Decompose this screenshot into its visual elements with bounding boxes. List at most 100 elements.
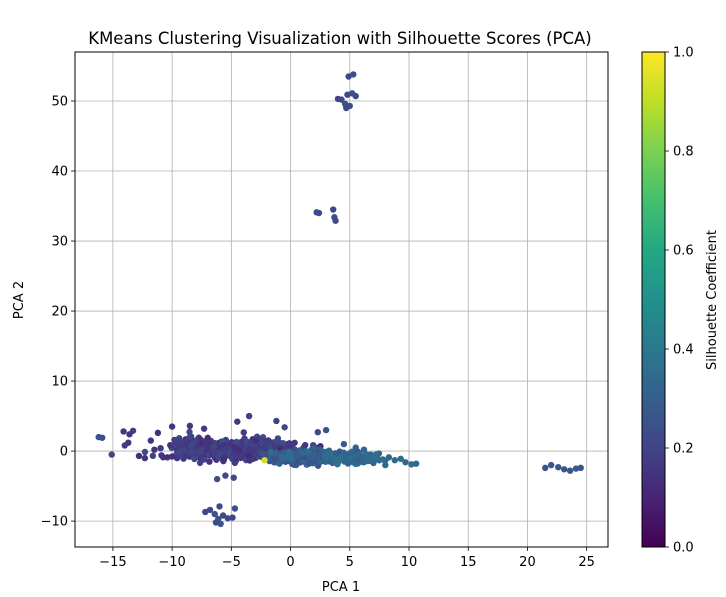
grid [75, 52, 608, 547]
scatter-point [350, 71, 357, 78]
scatter-point [382, 461, 389, 469]
scatter-point [370, 459, 377, 467]
scatter-point [240, 429, 247, 436]
scatter-point [343, 104, 350, 112]
scatter-point [276, 460, 283, 467]
x-tick-label: 10 [401, 555, 418, 570]
colorbar-tick-label: 1.0 [673, 46, 694, 61]
scatter-point [340, 440, 348, 448]
scatter-point [219, 512, 227, 519]
y-tick-label: 30 [51, 235, 68, 250]
scatter-point [402, 459, 409, 466]
scatter-point [379, 456, 387, 463]
scatter-point [141, 448, 149, 456]
y-tick-label: 10 [51, 375, 68, 390]
scatter-point [261, 445, 269, 452]
scatter-point [315, 209, 323, 217]
colorbar-axis: 0.0 0.2 0.4 0.6 0.8 1.0 [665, 46, 694, 556]
x-tick-label: 5 [346, 555, 354, 570]
scatter-point [281, 424, 288, 431]
scatter-point [244, 446, 252, 454]
scatter-point [322, 426, 330, 434]
scatter-point [348, 90, 356, 97]
scatter-point [560, 466, 568, 473]
scatter-point [261, 456, 268, 464]
scatter-point [372, 451, 380, 458]
scatter-point [279, 439, 287, 447]
scatter-point [186, 422, 194, 430]
x-tick-label: −15 [99, 555, 126, 570]
scatter-point [200, 456, 207, 463]
scatter-point [215, 443, 222, 450]
scatter-point [189, 440, 197, 448]
plot-frame [74, 51, 609, 548]
scatter-point [171, 441, 178, 449]
scatter-point [212, 519, 220, 526]
scatter-point [555, 463, 562, 471]
colorbar-tick-label: 0.2 [673, 442, 694, 457]
scatter-points [95, 71, 584, 528]
scatter-point [238, 441, 245, 449]
x-tick-label: −10 [158, 555, 185, 570]
colorbar-label: Silhouette Coefficient [705, 230, 720, 370]
scatter-point [230, 474, 237, 481]
scatter-point [220, 455, 228, 463]
scatter-point [198, 440, 205, 447]
scatter-point [224, 515, 231, 522]
scatter-point [211, 510, 218, 518]
scatter-point [397, 455, 404, 462]
x-tick-label: 15 [460, 555, 477, 570]
y-tick-label: 50 [51, 95, 68, 110]
scatter-point [273, 417, 280, 425]
colorbar [641, 51, 666, 548]
y-axis-label: PCA 2 [12, 281, 27, 319]
scatter-point [147, 437, 154, 444]
scatter-point [230, 444, 238, 451]
colorbar-tick-label: 0.4 [673, 343, 694, 358]
scatter-point [346, 450, 354, 457]
scatter-point [259, 450, 266, 457]
scatter-point [99, 434, 106, 441]
scatter-point [258, 440, 265, 447]
scatter-point [175, 448, 183, 456]
scatter-point [566, 467, 574, 474]
x-tick-label: 0 [286, 555, 294, 570]
scatter-point [309, 453, 316, 461]
y-tick-label: −10 [41, 515, 68, 530]
scatter-point [245, 412, 253, 420]
scatter-point [306, 460, 313, 467]
scatter-point [135, 452, 143, 460]
scatter-point [216, 503, 223, 510]
scatter-point [332, 217, 339, 224]
scatter-point [237, 451, 244, 459]
scatter-point [206, 506, 214, 514]
scatter-point [249, 447, 257, 454]
scatter-point [158, 452, 165, 459]
scatter-point [412, 460, 420, 467]
scatter-point [230, 454, 237, 461]
scatter-point [331, 456, 338, 464]
x-tick-label: −5 [222, 555, 241, 570]
scatter-point [120, 428, 127, 435]
x-axis-label: PCA 1 [322, 580, 360, 595]
scatter-point [204, 434, 211, 442]
scatter-point [408, 461, 415, 468]
scatter-point [352, 444, 359, 451]
scatter-point [200, 425, 208, 432]
scatter-point [288, 456, 296, 464]
scatter-point [168, 423, 176, 430]
scatter-point [149, 452, 157, 460]
scatter-point [301, 441, 309, 449]
scatter-point [164, 454, 171, 461]
scatter-point [141, 454, 149, 462]
scatter-point [121, 442, 128, 449]
scatter-point [229, 514, 236, 521]
scatter-point [151, 446, 158, 453]
scatter-point [247, 439, 254, 447]
scatter-point [178, 439, 185, 446]
scatter-point [314, 428, 322, 436]
scatter-point [154, 429, 162, 437]
scatter-point [294, 459, 301, 466]
scatter-point [267, 448, 275, 456]
scatter-point [323, 451, 331, 459]
